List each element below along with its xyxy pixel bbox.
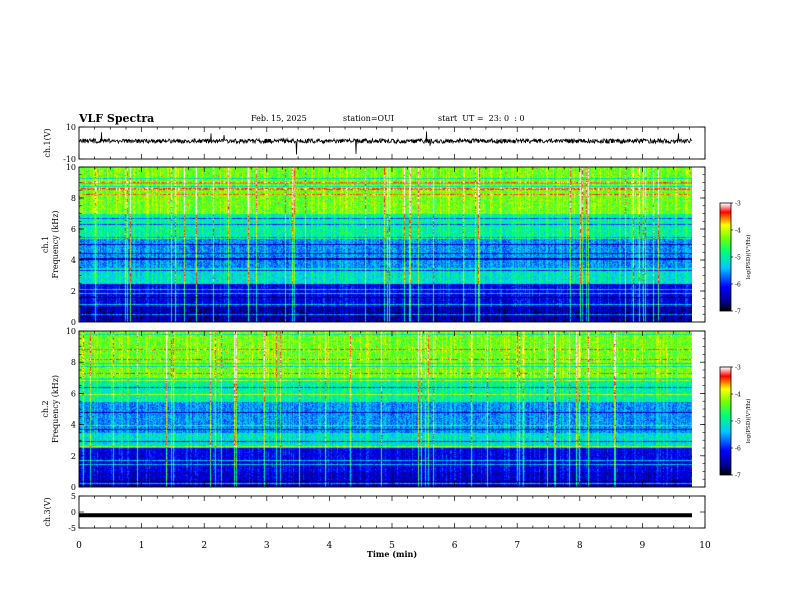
ch1-spectrogram-y-tick-label: 4 xyxy=(71,256,76,265)
x-tick-label: 5 xyxy=(389,541,395,551)
chart-title: VLF Spectra xyxy=(79,112,155,125)
x-tick-label: 10 xyxy=(699,541,711,551)
ch2-spectrogram-y-tick-label: 2 xyxy=(71,452,76,461)
ch1-spectrogram-y-tick-label: 10 xyxy=(66,163,76,172)
ch2-spectrogram-y-tick-label: 0 xyxy=(71,483,76,492)
ch1-colorbar-tick-label: -3 xyxy=(735,201,741,208)
ch2-spectrogram-ylabel: ch.2Frequency (kHz) xyxy=(41,375,60,443)
ch3-waveform-y-tick-label: 0 xyxy=(71,508,76,517)
ch2-spectrogram-y-tick-label: 10 xyxy=(66,327,76,336)
ch1-colorbar-label: log(PSD)(V²/Hz) xyxy=(745,235,752,280)
x-tick-label: 0 xyxy=(76,541,82,551)
ch2-colorbar xyxy=(720,367,731,475)
ch1-waveform-y-tick-label: 10 xyxy=(66,123,76,132)
ch1-spectrogram-ylabel: ch.1Frequency (kHz) xyxy=(41,210,60,278)
ch2-colorbar-tick-label: -3 xyxy=(735,365,741,372)
ch2-spectrogram-y-tick-label: 8 xyxy=(71,358,76,367)
x-tick-label: 1 xyxy=(139,541,145,551)
x-tick-label: 4 xyxy=(327,541,333,551)
x-tick-label: 2 xyxy=(201,541,207,551)
ch2-spectrogram-y-tick-label: 6 xyxy=(71,389,76,398)
ch2-spectrogram-image xyxy=(79,331,692,487)
ch2-spectrogram-y-tick-label: 4 xyxy=(71,421,76,430)
x-tick-label: 7 xyxy=(514,541,520,551)
ch1-spectrogram-y-tick-label: 0 xyxy=(71,318,76,327)
ch1-colorbar-tick-label: -4 xyxy=(735,228,741,235)
ch1-colorbar-tick-label: -6 xyxy=(735,282,741,289)
ch1-colorbar-tick-label: -5 xyxy=(735,255,741,262)
x-axis-label: Time (min) xyxy=(367,549,417,559)
ch2-colorbar-label: log(PSD)(V²/Hz) xyxy=(745,399,752,444)
ch1-spectrogram-y-tick-label: 6 xyxy=(71,225,76,234)
ch1-colorbar-tick-label: -7 xyxy=(735,309,741,316)
ch2-colorbar-tick-label: -6 xyxy=(735,446,741,453)
ch3-waveform-y-tick-label: 5 xyxy=(71,492,76,501)
x-tick-label: 6 xyxy=(452,541,458,551)
ch1-spectrogram-y-tick-label: 8 xyxy=(71,194,76,203)
ch1-waveform-trace xyxy=(78,131,693,155)
ch1-waveform-y-tick-label: -10 xyxy=(63,155,76,164)
ch2-colorbar-tick-label: -5 xyxy=(735,419,741,426)
recording-date: Feb. 15, 2025 xyxy=(251,114,307,123)
ch1-spectrogram-y-tick-label: 2 xyxy=(71,287,76,296)
ch3-waveform-ylabel: ch.3(V) xyxy=(43,497,52,526)
ch3-waveform-y-tick-label: -5 xyxy=(68,524,76,533)
ch1-waveform-ylabel: ch.1(V) xyxy=(43,128,52,157)
x-tick-label: 8 xyxy=(577,541,583,551)
ch2-colorbar-tick-label: -4 xyxy=(735,392,741,399)
ch1-spectrogram-image xyxy=(79,167,692,322)
ch1-colorbar xyxy=(720,203,731,311)
ch2-colorbar-tick-label: -7 xyxy=(735,473,741,480)
x-tick-label: 3 xyxy=(264,541,270,551)
station-label: station=OUI xyxy=(343,114,394,123)
start-time-label: start UT = 23: 0 : 0 xyxy=(438,114,525,123)
x-tick-label: 9 xyxy=(640,541,646,551)
